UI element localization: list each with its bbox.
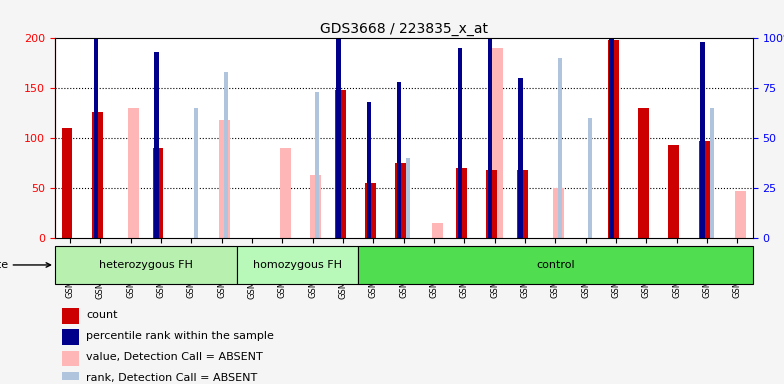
Bar	[735, 191, 746, 238]
Bar	[194, 108, 198, 238]
Bar	[224, 72, 228, 238]
Bar	[92, 112, 103, 238]
Bar	[395, 163, 406, 238]
Bar	[700, 42, 705, 238]
Bar	[315, 92, 319, 238]
Bar	[558, 58, 562, 238]
Bar	[588, 118, 593, 238]
Text: control: control	[536, 260, 575, 270]
Text: heterozygous FH: heterozygous FH	[99, 260, 193, 270]
Text: rank, Detection Call = ABSENT: rank, Detection Call = ABSENT	[86, 374, 257, 384]
Bar	[486, 170, 497, 238]
Bar	[335, 90, 346, 238]
Bar	[154, 52, 158, 238]
Bar	[710, 108, 713, 238]
Bar	[62, 128, 72, 238]
Bar	[62, 329, 79, 345]
Bar	[310, 175, 321, 238]
Text: count: count	[86, 310, 118, 320]
Title: GDS3668 / 223835_x_at: GDS3668 / 223835_x_at	[320, 22, 488, 36]
Bar	[62, 372, 79, 384]
Bar	[638, 108, 649, 238]
Bar	[220, 120, 230, 238]
Bar	[94, 22, 98, 238]
Text: percentile rank within the sample: percentile rank within the sample	[86, 331, 274, 341]
Bar	[129, 108, 140, 238]
Text: homozygous FH: homozygous FH	[253, 260, 342, 270]
Bar	[153, 148, 164, 238]
Bar	[699, 141, 710, 238]
Text: disease state: disease state	[0, 260, 50, 270]
Bar	[488, 8, 492, 238]
FancyBboxPatch shape	[55, 246, 237, 284]
Bar	[518, 78, 523, 238]
Bar	[553, 188, 564, 238]
Bar	[367, 102, 371, 238]
Bar	[492, 48, 503, 238]
Bar	[609, 38, 614, 238]
Bar	[365, 183, 376, 238]
Bar	[280, 148, 291, 238]
Bar	[406, 158, 411, 238]
Bar	[517, 170, 528, 238]
Bar	[336, 22, 341, 238]
Text: value, Detection Call = ABSENT: value, Detection Call = ABSENT	[86, 353, 263, 362]
FancyBboxPatch shape	[237, 246, 358, 284]
Bar	[668, 145, 679, 238]
Bar	[456, 168, 466, 238]
Bar	[608, 40, 619, 238]
Bar	[62, 351, 79, 366]
Bar	[432, 223, 443, 238]
Bar	[397, 82, 401, 238]
Bar	[458, 48, 462, 238]
FancyBboxPatch shape	[358, 246, 753, 284]
Bar	[62, 308, 79, 324]
